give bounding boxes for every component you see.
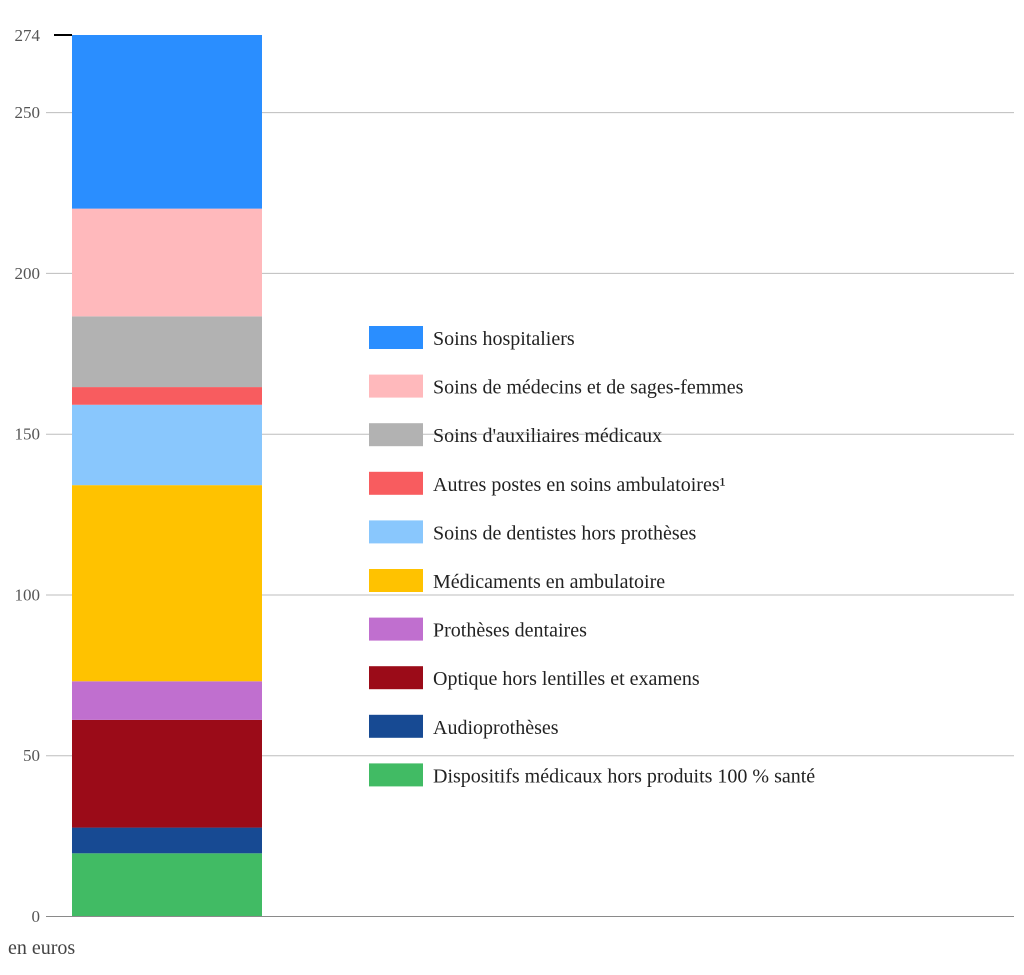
legend-item: Soins d'auxiliaires médicaux (369, 423, 662, 447)
bar-segment (72, 719, 262, 828)
y-tick-label: 150 (15, 425, 41, 444)
legend-label: Soins de dentistes hors prothèses (433, 522, 697, 544)
y-tick-label: 250 (15, 103, 41, 122)
bar-segment (72, 853, 262, 916)
bar-segment (72, 387, 262, 405)
legend-label: Médicaments en ambulatoire (433, 571, 665, 593)
legend-item: Soins hospitaliers (369, 326, 575, 350)
legend-item: Prothèses dentaires (369, 617, 587, 642)
y-axis: 0 50 100 150 200 250 274 (15, 26, 72, 926)
legend-swatch (369, 617, 423, 641)
y-tick-label: 200 (15, 264, 41, 283)
legend-swatch (369, 714, 423, 738)
legend-label: Dispositifs médicaux hors produits 100 %… (433, 765, 815, 787)
bar-segment (72, 35, 262, 209)
legend-swatch (369, 569, 423, 592)
bar-segment (72, 681, 262, 720)
y-unit-label: en euros (8, 937, 75, 959)
legend-label: Soins de médecins et de sages-femmes (433, 377, 744, 399)
legend-swatch (369, 326, 423, 349)
y-tick-label: 50 (23, 746, 40, 765)
bar-segment (72, 404, 262, 486)
bar-segment (72, 485, 262, 682)
legend-item: Soins de dentistes hors prothèses (369, 520, 697, 544)
legend-label: Autres postes en soins ambulatoires¹ (433, 474, 726, 496)
legend-label: Soins hospitaliers (433, 328, 575, 350)
legend-item: Médicaments en ambulatoire (369, 569, 665, 593)
y-tick-label: 100 (15, 585, 41, 604)
legend-item: Dispositifs médicaux hors produits 100 %… (369, 763, 815, 787)
legend-swatch (369, 471, 423, 495)
legend-item: Soins de médecins et de sages-femmes (369, 374, 744, 399)
legend-item: Audioprothèses (369, 714, 559, 739)
y-tick-label: 274 (15, 26, 41, 45)
legend-label: Prothèses dentaires (433, 620, 587, 642)
stacked-bar (72, 35, 262, 916)
bar-segment (72, 208, 262, 317)
legend-swatch (369, 423, 423, 447)
legend-label: Audioprothèses (433, 717, 559, 739)
bar-segment (72, 316, 262, 388)
bar-segment (72, 827, 262, 854)
legend-label: Optique hors lentilles et examens (433, 668, 700, 690)
legend-swatch (369, 763, 423, 787)
legend-item: Optique hors lentilles et examens (369, 666, 700, 690)
legend-swatch (369, 666, 423, 690)
legend: Soins hospitaliers Soins de médecins et d… (369, 326, 815, 787)
legend-swatch (369, 374, 423, 398)
y-tick-label: 0 (32, 907, 41, 926)
legend-label: Soins d'auxiliaires médicaux (433, 425, 662, 447)
legend-item: Autres postes en soins ambulatoires¹ (369, 471, 726, 496)
legend-swatch (369, 520, 423, 544)
